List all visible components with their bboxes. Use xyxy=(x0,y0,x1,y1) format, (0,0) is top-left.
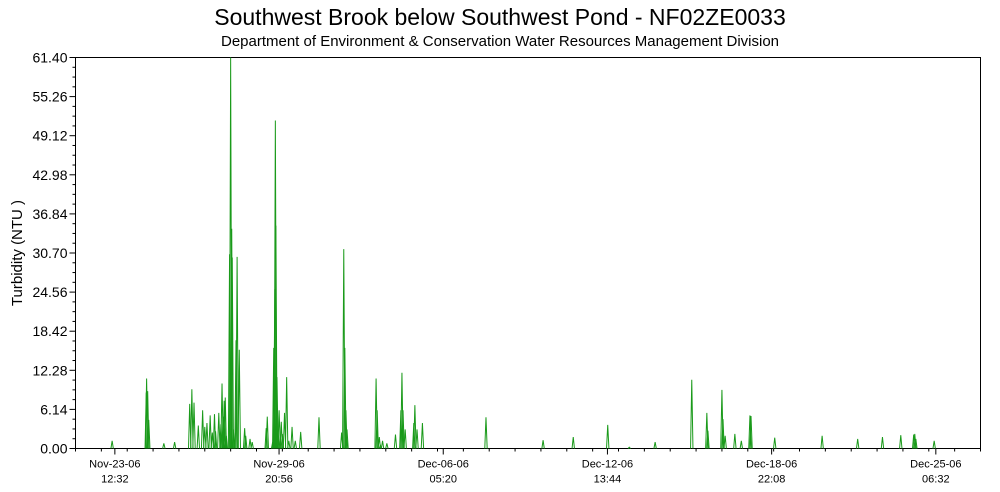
data-point xyxy=(855,438,860,449)
y-axis: 0.00 6.14 12.28 18.42 24.56 30.70 36.84 42.98 49… xyxy=(32,50,76,457)
y-tick-label: 0.00 xyxy=(40,441,67,457)
x-tick-label-time: 12:32 xyxy=(101,474,129,486)
y-tick-label: 18.42 xyxy=(32,323,67,339)
x-tick-label-date: Nov-29-06 xyxy=(253,459,304,471)
x-tick-label-date: Dec-25-06 xyxy=(910,459,961,471)
data-point xyxy=(235,256,239,449)
data-point xyxy=(317,417,321,449)
data-point xyxy=(914,438,918,449)
y-tick-label: 30.70 xyxy=(32,245,67,261)
data-point xyxy=(293,440,297,449)
data-point xyxy=(627,446,631,449)
data-point xyxy=(415,429,419,449)
data-point xyxy=(912,434,916,449)
chart-subtitle: Department of Environment & Conservation… xyxy=(220,33,780,50)
data-point xyxy=(412,423,416,449)
data-point xyxy=(237,349,241,449)
data-point xyxy=(484,417,488,449)
data-point xyxy=(162,443,166,449)
data-point xyxy=(224,435,229,449)
data-point xyxy=(749,416,753,449)
data-point xyxy=(380,440,385,449)
data-point xyxy=(290,426,294,449)
data-point xyxy=(231,429,236,449)
y-axis-label: Turbidity (NTU ) xyxy=(9,200,26,306)
data-point xyxy=(706,430,710,449)
data-point xyxy=(733,433,737,449)
data-point xyxy=(748,415,752,449)
plot-frame xyxy=(75,57,981,449)
data-point xyxy=(275,377,279,449)
y-tick-label: 6.14 xyxy=(40,401,67,417)
data-point xyxy=(213,431,218,449)
x-tick-label-time: 22:08 xyxy=(758,474,786,486)
data-point xyxy=(196,425,201,449)
y-tick-label: 36.84 xyxy=(32,206,67,222)
data-point xyxy=(375,410,379,449)
data-point xyxy=(172,442,177,449)
data-point xyxy=(274,225,278,449)
data-point xyxy=(230,257,234,449)
x-tick-label-time: 06:32 xyxy=(922,474,950,486)
data-point xyxy=(147,419,151,449)
data-point xyxy=(248,438,252,449)
y-tick-label: 49.12 xyxy=(32,128,67,144)
data-point xyxy=(899,435,903,449)
turbidity-series xyxy=(110,57,936,449)
data-point xyxy=(403,429,407,449)
x-tick-label-date: Dec-06-06 xyxy=(418,459,469,471)
y-tick-label: 55.26 xyxy=(32,89,67,105)
x-tick-label-time: 20:56 xyxy=(265,474,293,486)
data-point xyxy=(190,389,194,449)
y-tick-label: 24.56 xyxy=(32,284,67,300)
data-point xyxy=(721,419,725,449)
data-point xyxy=(250,442,254,449)
data-point xyxy=(653,442,657,449)
data-point xyxy=(234,340,238,449)
data-point xyxy=(773,437,777,449)
data-point xyxy=(413,405,417,449)
data-point xyxy=(401,410,405,449)
x-tick-label-date: Nov-23-06 xyxy=(89,459,140,471)
data-point xyxy=(723,435,727,449)
data-point xyxy=(606,424,610,449)
data-point xyxy=(298,431,303,449)
data-point xyxy=(277,410,281,449)
data-point xyxy=(110,440,114,449)
y-tick-label: 42.98 xyxy=(32,167,67,183)
data-point xyxy=(244,435,248,449)
y-tick-label: 61.40 xyxy=(32,50,67,66)
data-point xyxy=(571,436,575,449)
data-point xyxy=(208,415,212,449)
data-point xyxy=(192,402,196,449)
data-point xyxy=(932,440,936,449)
data-point xyxy=(200,410,205,449)
data-point xyxy=(385,443,389,449)
data-point xyxy=(223,397,227,449)
data-point xyxy=(217,412,221,449)
x-axis: Nov-23-06 12:32 Nov-29-06 20:56 Dec-06-06 05:… xyxy=(75,448,981,486)
data-point xyxy=(264,428,268,449)
data-point xyxy=(345,429,349,449)
data-point xyxy=(880,436,885,449)
data-point xyxy=(541,440,545,449)
data-point xyxy=(690,379,694,449)
data-point xyxy=(205,423,209,449)
y-tick-label: 12.28 xyxy=(32,362,67,378)
data-point xyxy=(287,440,291,449)
data-point xyxy=(739,440,744,449)
chart-title: Southwest Brook below Southwest Pond - N… xyxy=(214,4,786,30)
data-point xyxy=(222,400,226,449)
x-tick-label-time: 13:44 xyxy=(594,474,622,486)
x-tick-label-date: Dec-12-06 xyxy=(582,459,633,471)
data-point xyxy=(265,416,269,449)
data-point xyxy=(284,377,289,449)
data-point xyxy=(820,435,824,449)
x-tick-label-time: 05:20 xyxy=(429,474,457,486)
x-tick-label-date: Dec-18-06 xyxy=(746,459,797,471)
data-point xyxy=(420,423,425,449)
data-point xyxy=(393,434,398,449)
